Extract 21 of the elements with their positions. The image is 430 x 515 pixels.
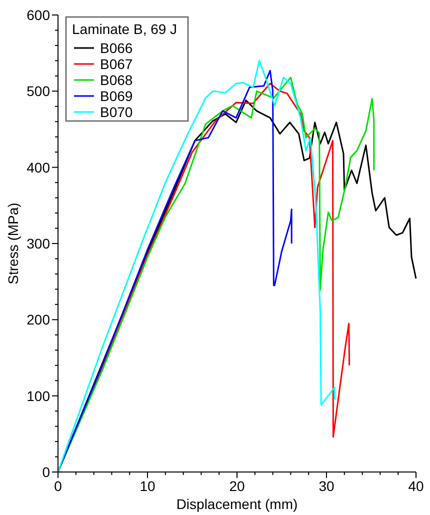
legend-label: B068 xyxy=(100,72,133,88)
line-series xyxy=(57,70,292,473)
y-tick-label: 300 xyxy=(26,236,50,252)
y-tick-label: 200 xyxy=(26,312,50,328)
legend-label: B070 xyxy=(100,104,133,120)
y-axis-title: Stress (MPa) xyxy=(5,202,21,284)
x-tick-label: 0 xyxy=(54,478,62,494)
x-tick-label: 20 xyxy=(229,478,245,494)
y-tick-label: 500 xyxy=(26,83,50,100)
y-tick-label: 0 xyxy=(42,464,50,480)
y-tick-label: 100 xyxy=(26,388,50,404)
legend-label: B066 xyxy=(100,40,133,56)
legend-title: Laminate B, 69 J xyxy=(72,21,178,37)
x-tick-label: 40 xyxy=(408,478,424,494)
legend-label: B069 xyxy=(100,88,133,104)
x-tick-label: 10 xyxy=(140,478,156,494)
x-axis-title: Displacement (mm) xyxy=(176,496,298,512)
y-tick-label: 600 xyxy=(26,7,50,23)
legend-label: B067 xyxy=(100,56,133,72)
y-tick-label: 400 xyxy=(26,159,50,176)
x-tick-label: 30 xyxy=(318,478,334,494)
